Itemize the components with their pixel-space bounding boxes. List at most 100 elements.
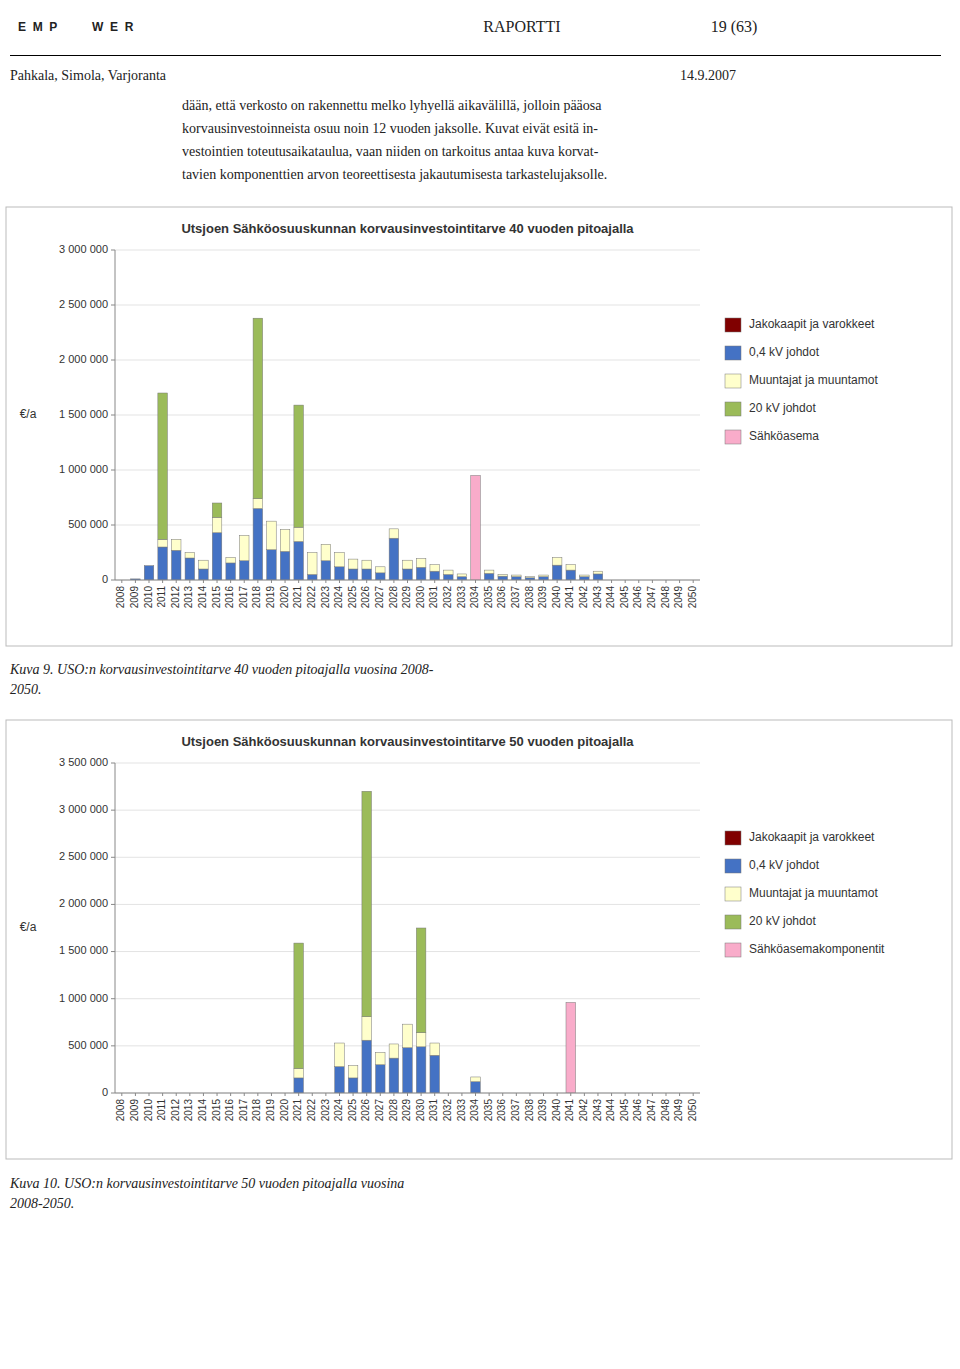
x-tick-label: 2036 <box>496 586 507 609</box>
x-tick-label: 2039 <box>537 1099 548 1122</box>
bar-segment <box>593 571 603 574</box>
x-tick-label: 2041 <box>564 586 575 609</box>
x-tick-label: 2018 <box>251 1099 262 1122</box>
bar-segment <box>199 560 209 561</box>
bar-segment <box>348 559 358 560</box>
x-tick <box>149 1093 150 1096</box>
x-tick-label: 2008 <box>115 1099 126 1122</box>
grid-line <box>115 904 700 905</box>
x-tick <box>475 1093 476 1096</box>
bar-segment <box>444 570 454 571</box>
x-tick <box>257 580 258 583</box>
y-tick-label: 2 000 000 <box>59 353 108 365</box>
bar-segment <box>539 575 549 576</box>
bar-segment <box>498 575 508 577</box>
bar-segment <box>294 527 304 541</box>
x-tick <box>529 1093 530 1096</box>
x-tick <box>312 580 313 583</box>
bar-segment <box>416 1047 426 1093</box>
x-tick-label: 2032 <box>442 1099 453 1122</box>
x-tick <box>516 1093 517 1096</box>
y-tick <box>111 525 115 526</box>
bar-segment <box>362 560 372 561</box>
bar-segment <box>389 1043 399 1044</box>
bar-segment <box>403 1048 413 1093</box>
x-tick-label: 2023 <box>320 1099 331 1122</box>
bar-segment <box>430 1043 440 1044</box>
x-tick <box>271 580 272 583</box>
bar-segment <box>335 567 345 580</box>
legend-swatch <box>725 859 741 873</box>
bar-segment <box>348 559 358 560</box>
x-tick <box>189 580 190 583</box>
x-tick <box>611 1093 612 1096</box>
grid-line <box>115 360 700 361</box>
x-tick-label: 2030 <box>415 1099 426 1122</box>
x-tick <box>557 1093 558 1096</box>
bar-segment <box>335 1043 345 1044</box>
x-tick <box>584 580 585 583</box>
y-tick-label: 1 500 000 <box>59 944 108 956</box>
x-tick-label: 2037 <box>510 586 521 609</box>
x-tick <box>366 580 367 583</box>
x-tick-label: 2033 <box>456 1099 467 1122</box>
x-tick-label: 2046 <box>632 586 643 609</box>
bar-segment <box>403 560 413 561</box>
bar-segment <box>566 570 576 580</box>
x-tick <box>244 580 245 583</box>
x-tick-label: 2011 <box>156 586 167 608</box>
y-axis <box>115 763 116 1093</box>
bar-segment <box>212 533 222 580</box>
legend-swatch <box>725 887 741 901</box>
x-tick-label: 2013 <box>183 586 194 609</box>
bar-segment <box>321 561 331 580</box>
x-tick-label: 2038 <box>524 1099 535 1122</box>
bar-segment <box>471 476 481 581</box>
x-tick <box>679 1093 680 1096</box>
bar-segment <box>376 573 386 580</box>
x-tick-label: 2014 <box>197 1099 208 1122</box>
bar-segment <box>185 558 195 580</box>
x-tick-label: 2048 <box>660 586 671 609</box>
legend-swatch <box>725 943 741 957</box>
legend-label: 20 kV johdot <box>749 401 816 415</box>
x-tick-label: 2043 <box>592 1099 603 1122</box>
bar-segment <box>552 557 562 558</box>
x-tick <box>393 580 394 583</box>
x-tick <box>393 1093 394 1096</box>
authors: Pahkala, Simola, Varjoranta <box>10 68 166 84</box>
x-tick <box>244 1093 245 1096</box>
bar-segment <box>171 539 181 550</box>
bar-segment <box>403 1024 413 1025</box>
x-tick-label: 2040 <box>551 1099 562 1122</box>
x-tick-label: 2017 <box>238 586 249 609</box>
x-tick <box>502 1093 503 1096</box>
grid-line <box>115 305 700 306</box>
bar-segment <box>362 569 372 580</box>
y-tick <box>111 763 115 764</box>
x-tick <box>176 1093 177 1096</box>
x-tick <box>203 580 204 583</box>
x-tick-label: 2039 <box>537 586 548 609</box>
x-tick <box>461 1093 462 1096</box>
bars <box>294 791 576 1093</box>
x-tick <box>461 580 462 583</box>
bar-segment <box>389 1044 399 1058</box>
bar-segment <box>226 557 236 563</box>
x-tick-label: 2028 <box>388 1099 399 1122</box>
grid-line <box>115 998 700 999</box>
bar-segment <box>430 1055 440 1093</box>
x-tick-label: 2030 <box>415 586 426 609</box>
x-tick-label: 2042 <box>578 1099 589 1122</box>
legend-label: Sähköasema <box>749 429 819 443</box>
bar-segment <box>131 578 141 579</box>
y-tick <box>111 360 115 361</box>
bar-segment <box>430 564 440 565</box>
bar-segment <box>593 574 603 580</box>
bar-segment <box>253 509 263 581</box>
bar-segment <box>158 393 168 394</box>
x-tick-label: 2049 <box>673 1099 684 1122</box>
chart: Utsjoen Sähköosuuskunnan korvausinvestoi… <box>0 718 960 1163</box>
legend-label: 0,4 kV johdot <box>749 858 820 872</box>
x-tick <box>162 1093 163 1096</box>
